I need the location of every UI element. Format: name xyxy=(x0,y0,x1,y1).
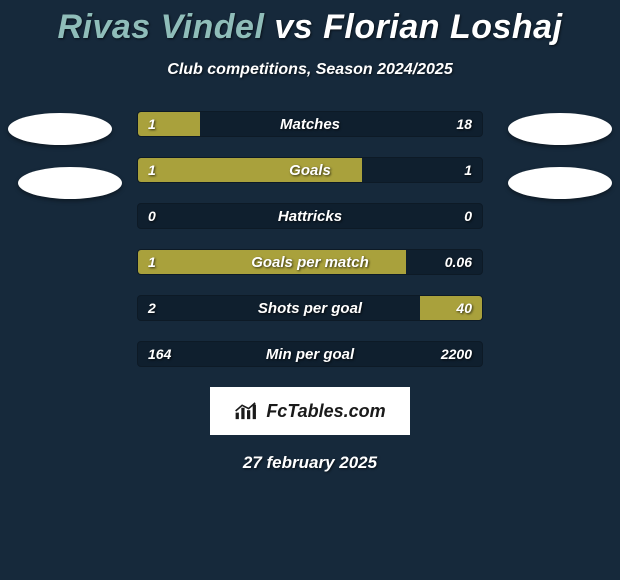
subtitle: Club competitions, Season 2024/2025 xyxy=(0,61,620,79)
bar-fill-right xyxy=(420,296,482,320)
stat-label: Hattricks xyxy=(138,204,482,228)
stat-row: 0 0Hattricks xyxy=(137,203,483,229)
bars-container: 118Matches 11Goals 0 0Hattricks 10.06Goals p… xyxy=(137,111,483,367)
logo-text: FcTables.com xyxy=(266,401,385,422)
player2-name: Florian Loshaj xyxy=(323,8,562,46)
stat-value-right: 0 xyxy=(454,204,482,228)
stat-value-right: 0.06 xyxy=(435,250,482,274)
player1-team-placeholder xyxy=(18,167,122,199)
player2-team-placeholder xyxy=(508,167,612,199)
bar-fill-left xyxy=(138,158,362,182)
stat-value-right: 2200 xyxy=(431,342,482,366)
bar-fill-left xyxy=(138,112,200,136)
stat-value-left: 0 xyxy=(138,204,166,228)
stat-value-right: 1 xyxy=(454,158,482,182)
fctables-logo: FcTables.com xyxy=(210,387,410,435)
stat-label: Min per goal xyxy=(138,342,482,366)
stat-row: 11Goals xyxy=(137,157,483,183)
stat-row: 240Shots per goal xyxy=(137,295,483,321)
stat-value-left: 2 xyxy=(138,296,166,320)
player2-avatar-placeholder xyxy=(508,113,612,145)
vs-text: vs xyxy=(274,8,313,46)
bar-fill-left xyxy=(138,250,406,274)
comparison-title: Rivas Vindel vs Florian Loshaj xyxy=(0,0,620,47)
stat-value-left: 164 xyxy=(138,342,181,366)
comparison-chart: 118Matches 11Goals 0 0Hattricks 10.06Goals p… xyxy=(0,111,620,367)
stat-row: 164 2200Min per goal xyxy=(137,341,483,367)
player1-name: Rivas Vindel xyxy=(57,8,264,46)
stat-value-right: 18 xyxy=(446,112,482,136)
stat-row: 118Matches xyxy=(137,111,483,137)
date: 27 february 2025 xyxy=(0,453,620,473)
stat-row: 10.06Goals per match xyxy=(137,249,483,275)
player1-avatar-placeholder xyxy=(8,113,112,145)
chart-icon xyxy=(234,401,260,421)
